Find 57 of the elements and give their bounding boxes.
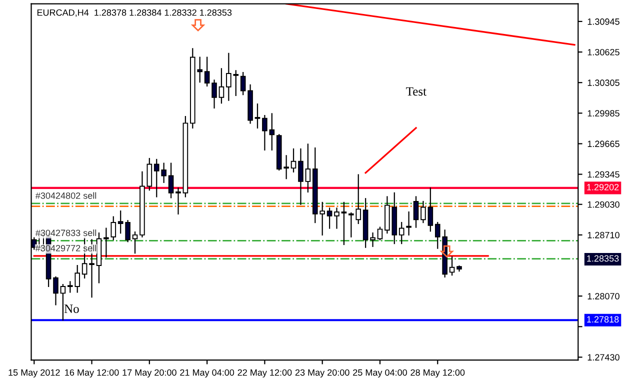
y-tick-label: 1.29665 — [588, 140, 620, 148]
x-tick-label: 28 May 12:00 — [410, 369, 465, 378]
candlestick — [53, 276, 58, 306]
ref-line-label: 1.29202 — [587, 184, 619, 190]
x-tick-label: 22 May 12:00 — [238, 369, 292, 378]
candlestick — [204, 56, 210, 86]
annotation: Test — [406, 87, 426, 96]
candlestick — [398, 222, 404, 244]
y-tick-label: 1.30945 — [588, 18, 620, 25]
y-tick-label: 1.29985 — [588, 110, 620, 117]
y-tick-label: 1.28710 — [588, 232, 620, 238]
candlestick — [132, 232, 138, 254]
annotation: No — [64, 304, 79, 313]
y-tick-label: 1.30625 — [588, 48, 620, 56]
y-tick-label: 1.29030 — [588, 201, 620, 208]
ref-line-label: 1.27818 — [587, 316, 619, 323]
y-tick-label: 1.28070 — [588, 293, 620, 300]
candlestick — [262, 114, 268, 150]
candlestick — [326, 208, 332, 229]
candlestick — [240, 72, 246, 96]
x-tick-label: 15 May 2012 — [8, 369, 60, 378]
candlestick — [370, 232, 376, 247]
text: 1.28353 — [587, 255, 619, 262]
candlestick — [218, 68, 224, 104]
candlestick — [290, 148, 296, 172]
candlestick — [168, 162, 174, 198]
candlestick — [406, 211, 412, 236]
candlestick — [420, 200, 426, 224]
y-tick-label: 1.30305 — [588, 80, 620, 86]
x-tick-label: 21 May 04:00 — [180, 369, 234, 378]
candlestick — [341, 202, 347, 246]
candlestick — [212, 80, 217, 108]
candlestick — [118, 210, 124, 234]
x-tick-label: 23 May 20:00 — [295, 369, 350, 378]
candlestick — [110, 216, 116, 240]
x-tick-label: 17 May 20:00 — [122, 369, 176, 378]
candlestick — [176, 188, 181, 214]
annotation: #30424802 sell — [35, 192, 96, 199]
candlestick — [305, 144, 311, 193]
annotation: #30427833 sell — [35, 229, 96, 236]
annotation: #30429772 sell — [35, 244, 96, 252]
candlestick — [377, 226, 383, 240]
candlestick — [413, 196, 419, 228]
candlestick — [146, 158, 152, 191]
candlestick — [298, 148, 304, 205]
candlestick — [254, 104, 260, 129]
y-tick-label: 1.29345 — [588, 171, 620, 178]
x-tick-label: 25 May 04:00 — [353, 369, 407, 378]
candlestick — [60, 284, 66, 320]
candlestick — [428, 188, 434, 232]
candlestick — [269, 113, 275, 150]
text: EURCAD,H4 1.28378 1.28384 1.28332 1.28353 — [37, 9, 232, 17]
candlestick — [125, 220, 130, 242]
x-tick-label: 16 May 12:00 — [65, 369, 119, 378]
candlestick — [449, 256, 455, 276]
candlestick — [334, 208, 340, 229]
y-tick-label: 1.27430 — [588, 354, 620, 361]
